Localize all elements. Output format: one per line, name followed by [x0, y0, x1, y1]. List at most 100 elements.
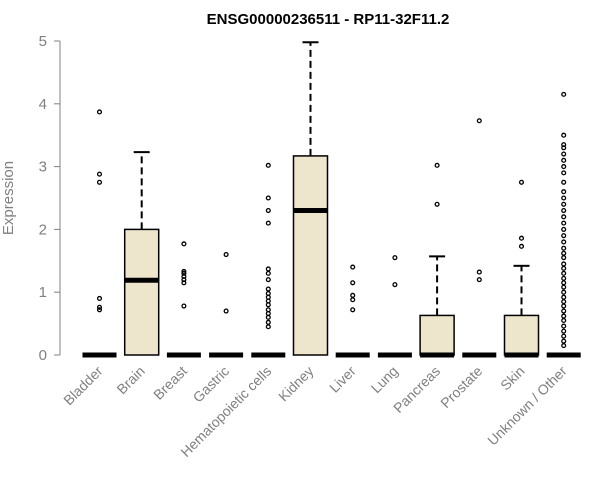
- outlier-point: [265, 277, 271, 283]
- outlier-point: [561, 145, 567, 151]
- x-category-label: Liver: [326, 363, 359, 396]
- outlier-point: [350, 307, 356, 313]
- chart-title: ENSG00000236511 - RP11-32F11.2: [207, 11, 450, 28]
- outlier-point: [561, 284, 567, 290]
- outlier-point: [561, 280, 567, 286]
- outlier-point: [350, 292, 356, 298]
- outlier-point: [96, 295, 103, 302]
- outlier-point: [561, 233, 567, 239]
- outlier-point: [350, 264, 356, 270]
- outlier-point: [561, 303, 567, 309]
- outlier-point: [561, 214, 567, 220]
- outlier-point: [265, 286, 271, 292]
- box-5: [292, 41, 329, 356]
- outlier-point: [561, 164, 567, 170]
- outlier-point: [181, 270, 187, 276]
- y-tick-label: 5: [39, 33, 47, 50]
- x-category-label: Unknown / Other: [484, 363, 570, 449]
- outlier-point: [265, 270, 271, 276]
- outlier-point: [434, 201, 440, 207]
- outlier-point: [561, 157, 567, 163]
- outlier-point: [561, 151, 567, 157]
- outlier-point: [561, 343, 567, 349]
- outlier-point: [265, 162, 271, 168]
- outlier-point: [561, 91, 567, 97]
- outlier-point: [518, 179, 525, 185]
- outlier-point: [265, 319, 271, 325]
- outlier-point: [223, 251, 229, 258]
- outlier-point: [265, 266, 271, 272]
- outlier-point: [181, 303, 187, 309]
- outlier-point: [561, 270, 567, 276]
- y-tick-label: 1: [39, 284, 47, 301]
- outlier-point: [392, 282, 398, 288]
- y-tick-label: 4: [39, 96, 47, 113]
- outlier-point: [561, 208, 567, 214]
- box-rect: [419, 314, 455, 356]
- outlier-point: [561, 142, 567, 148]
- outlier-point: [96, 304, 103, 310]
- outlier-point: [518, 235, 525, 241]
- outlier-point: [561, 289, 567, 295]
- outlier-point: [561, 245, 567, 251]
- outlier-point: [181, 280, 187, 286]
- outlier-point: [561, 255, 567, 261]
- outlier-point: [561, 317, 567, 324]
- outlier-point: [265, 220, 271, 226]
- box-4: [251, 162, 286, 358]
- outlier-point: [392, 255, 398, 261]
- box-8: [419, 162, 455, 358]
- outlier-point: [476, 269, 482, 275]
- outlier-point: [561, 220, 567, 226]
- outlier-point: [223, 308, 229, 314]
- outlier-point: [265, 307, 271, 313]
- outlier-point: [561, 201, 567, 207]
- outlier-point: [561, 170, 567, 176]
- box-rect: [503, 314, 540, 356]
- outlier-point: [561, 328, 567, 334]
- outlier-point: [181, 268, 187, 275]
- y-tick-label: 0: [39, 347, 47, 364]
- outlier-point: [561, 132, 567, 138]
- y-axis-label: Expression: [0, 161, 17, 235]
- outlier-point: [96, 109, 103, 115]
- outlier-point: [434, 162, 440, 168]
- y-axis: 0 1 2 3 4 5: [39, 33, 61, 364]
- outlier-point: [518, 243, 525, 249]
- outlier-point: [96, 307, 103, 313]
- x-category-label: Pancreas: [390, 363, 443, 416]
- box-rect: [292, 155, 329, 356]
- x-category-label: Brain: [113, 363, 147, 397]
- outlier-point: [561, 179, 567, 185]
- y-tick-label: 3: [39, 159, 47, 176]
- box-6: [335, 264, 370, 358]
- box-11: [546, 91, 581, 358]
- x-category-label: Breast: [150, 363, 190, 403]
- outlier-point: [265, 290, 271, 297]
- box-0: [82, 109, 117, 358]
- x-category-label: Lung: [368, 363, 401, 396]
- x-category-label: Skin: [497, 363, 528, 394]
- outlier-point: [561, 195, 567, 201]
- y-tick-label: 2: [39, 221, 47, 238]
- box-2: [166, 241, 201, 358]
- outlier-point: [561, 323, 567, 329]
- outlier-point: [181, 241, 187, 247]
- outlier-point: [561, 265, 567, 271]
- outlier-point: [561, 333, 567, 339]
- box-1: [123, 151, 160, 356]
- outlier-point: [561, 226, 567, 232]
- x-category-label: Bladder: [60, 363, 106, 409]
- box-9: [462, 118, 497, 358]
- outlier-point: [476, 277, 482, 283]
- outlier-point: [561, 294, 567, 300]
- box-3: [209, 251, 244, 358]
- outlier-point: [561, 338, 567, 344]
- x-category-label: Prostate: [437, 363, 485, 411]
- box-rect: [123, 228, 160, 356]
- box-7: [377, 255, 412, 358]
- outlier-point: [96, 171, 103, 177]
- outlier-point: [265, 195, 271, 201]
